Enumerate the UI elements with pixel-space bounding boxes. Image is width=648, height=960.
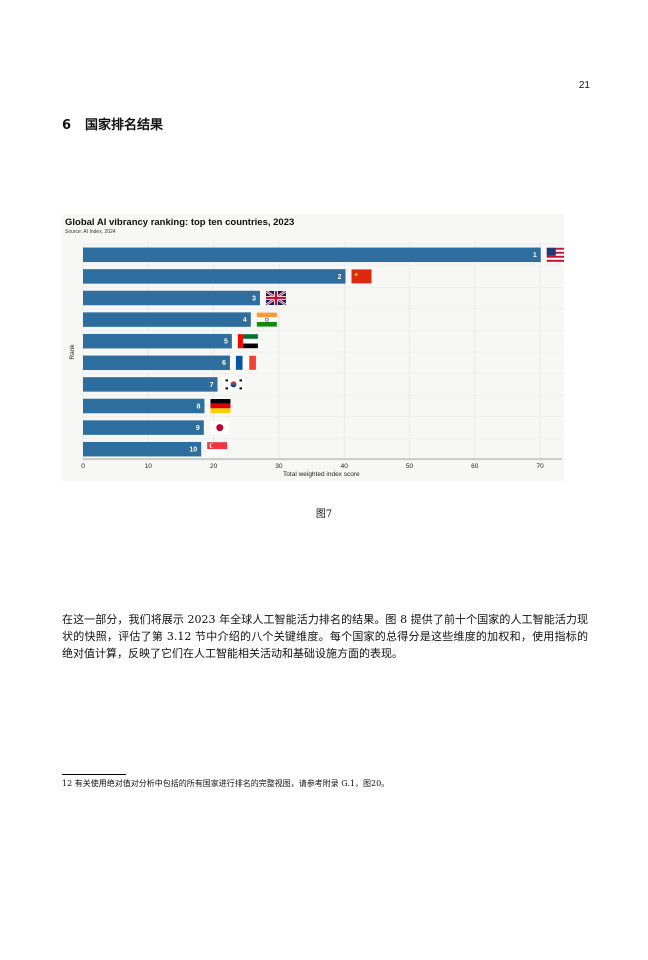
- bar: [83, 355, 230, 371]
- flag-trigram: [239, 387, 243, 390]
- flag-trigram: [239, 379, 243, 382]
- flag-stripe: [546, 255, 564, 258]
- x-tick-label: 10: [145, 463, 153, 470]
- bar: [83, 441, 202, 457]
- flag-hoist: [237, 334, 243, 349]
- flag-taegeuk-red: [230, 381, 237, 385]
- india-flag-icon: [256, 312, 277, 327]
- flag-canton: [546, 247, 556, 256]
- x-axis-label: Total weighted index score: [283, 471, 360, 478]
- flag-stripe: [242, 355, 250, 370]
- bar-rank-label: 7: [210, 382, 214, 389]
- flag-stripe: [256, 317, 277, 322]
- bar-rank-label: 1: [533, 252, 537, 259]
- uae-flag-icon: [237, 334, 258, 349]
- flag-taegeuk-blue: [230, 384, 237, 388]
- china-flag-icon: ★: [351, 269, 372, 284]
- body-paragraph: 在这一部分，我们将展示 2023 年全球人工智能活力排名的结果。图 8 提供了前…: [62, 613, 588, 660]
- x-tick-label: 60: [471, 463, 479, 470]
- flag-stripe: [210, 408, 231, 413]
- page-number: 21: [578, 80, 590, 91]
- us-flag-icon: [546, 247, 564, 262]
- flag-stripe: [235, 355, 243, 370]
- france-flag-icon: [235, 355, 256, 370]
- bar: [83, 247, 541, 263]
- flag-trigram: [225, 387, 229, 390]
- singapore-flag-icon: [207, 442, 228, 457]
- y-axis-label: Rank: [69, 344, 76, 360]
- flag-disc: [216, 424, 224, 432]
- bar-chart: 0 10 20 30 40 50 60 70 Total weighted index scor…: [69, 242, 564, 478]
- flag-stripe: [207, 442, 228, 450]
- flag-stripe: [210, 399, 231, 404]
- bar-rank-label: 2: [338, 274, 342, 281]
- flag-stripe: [242, 343, 258, 349]
- bar: [83, 377, 218, 392]
- bar-rank-label: 10: [189, 447, 197, 454]
- bar: [83, 420, 204, 435]
- bar-rank-label: 4: [243, 317, 247, 324]
- section-number: 6: [62, 118, 72, 133]
- korea-flag-icon: [223, 377, 244, 392]
- x-tick-label: 70: [536, 463, 544, 470]
- flag-stripe: [207, 449, 228, 457]
- section-heading: 6 国家排名结果: [62, 114, 163, 133]
- bar: [83, 269, 346, 284]
- x-tick-label: 50: [406, 463, 414, 470]
- flag-stripe: [242, 338, 258, 344]
- x-tick-label: 0: [81, 463, 85, 470]
- chart-source: Source: AI Index, 2024: [65, 229, 116, 235]
- bar-rank-label: 6: [222, 360, 226, 367]
- footnote-divider: [62, 774, 126, 775]
- x-tick-label: 30: [275, 463, 283, 470]
- germany-flag-icon: [210, 399, 231, 413]
- section-title: 国家排名结果: [85, 118, 164, 133]
- bar-rank-label: 9: [196, 425, 200, 432]
- flag-trigram: [225, 379, 229, 382]
- flag-star: ★: [354, 271, 359, 278]
- flag-stripe: [546, 259, 564, 262]
- bar: [83, 333, 232, 349]
- bar: [83, 290, 260, 306]
- figure-caption: 图7: [315, 509, 333, 520]
- chart-figure: Global AI vibrancy ranking: top ten coun…: [62, 214, 564, 481]
- flag-stripe: [210, 403, 231, 409]
- flag-stripe: [242, 334, 258, 339]
- x-tick-label: 40: [341, 463, 349, 470]
- bar: [83, 398, 205, 414]
- flag-stripe: [249, 355, 256, 370]
- flag-cross-red: [265, 296, 286, 300]
- flag-field: [351, 269, 372, 284]
- bar-rank-label: 8: [197, 403, 201, 410]
- uk-flag-icon: [265, 290, 287, 306]
- bar-rank-label: 5: [224, 339, 228, 346]
- flag-stripe: [256, 321, 277, 327]
- flag-crescent-cut: [210, 443, 215, 448]
- chart-title: Global AI vibrancy ranking: top ten coun…: [65, 217, 295, 228]
- bar-rank-label: 3: [252, 295, 256, 302]
- japan-flag-icon: [209, 420, 230, 435]
- bar: [83, 312, 251, 327]
- x-tick-label: 20: [210, 463, 218, 470]
- flag-stripe: [256, 312, 277, 318]
- flag-chakra: [264, 317, 269, 322]
- flag-stripe: [546, 257, 564, 260]
- footnote: 12 有关使用绝对值对分析中包括的所有国家进行排名的完整视图，请参考附录 G.1…: [62, 779, 390, 788]
